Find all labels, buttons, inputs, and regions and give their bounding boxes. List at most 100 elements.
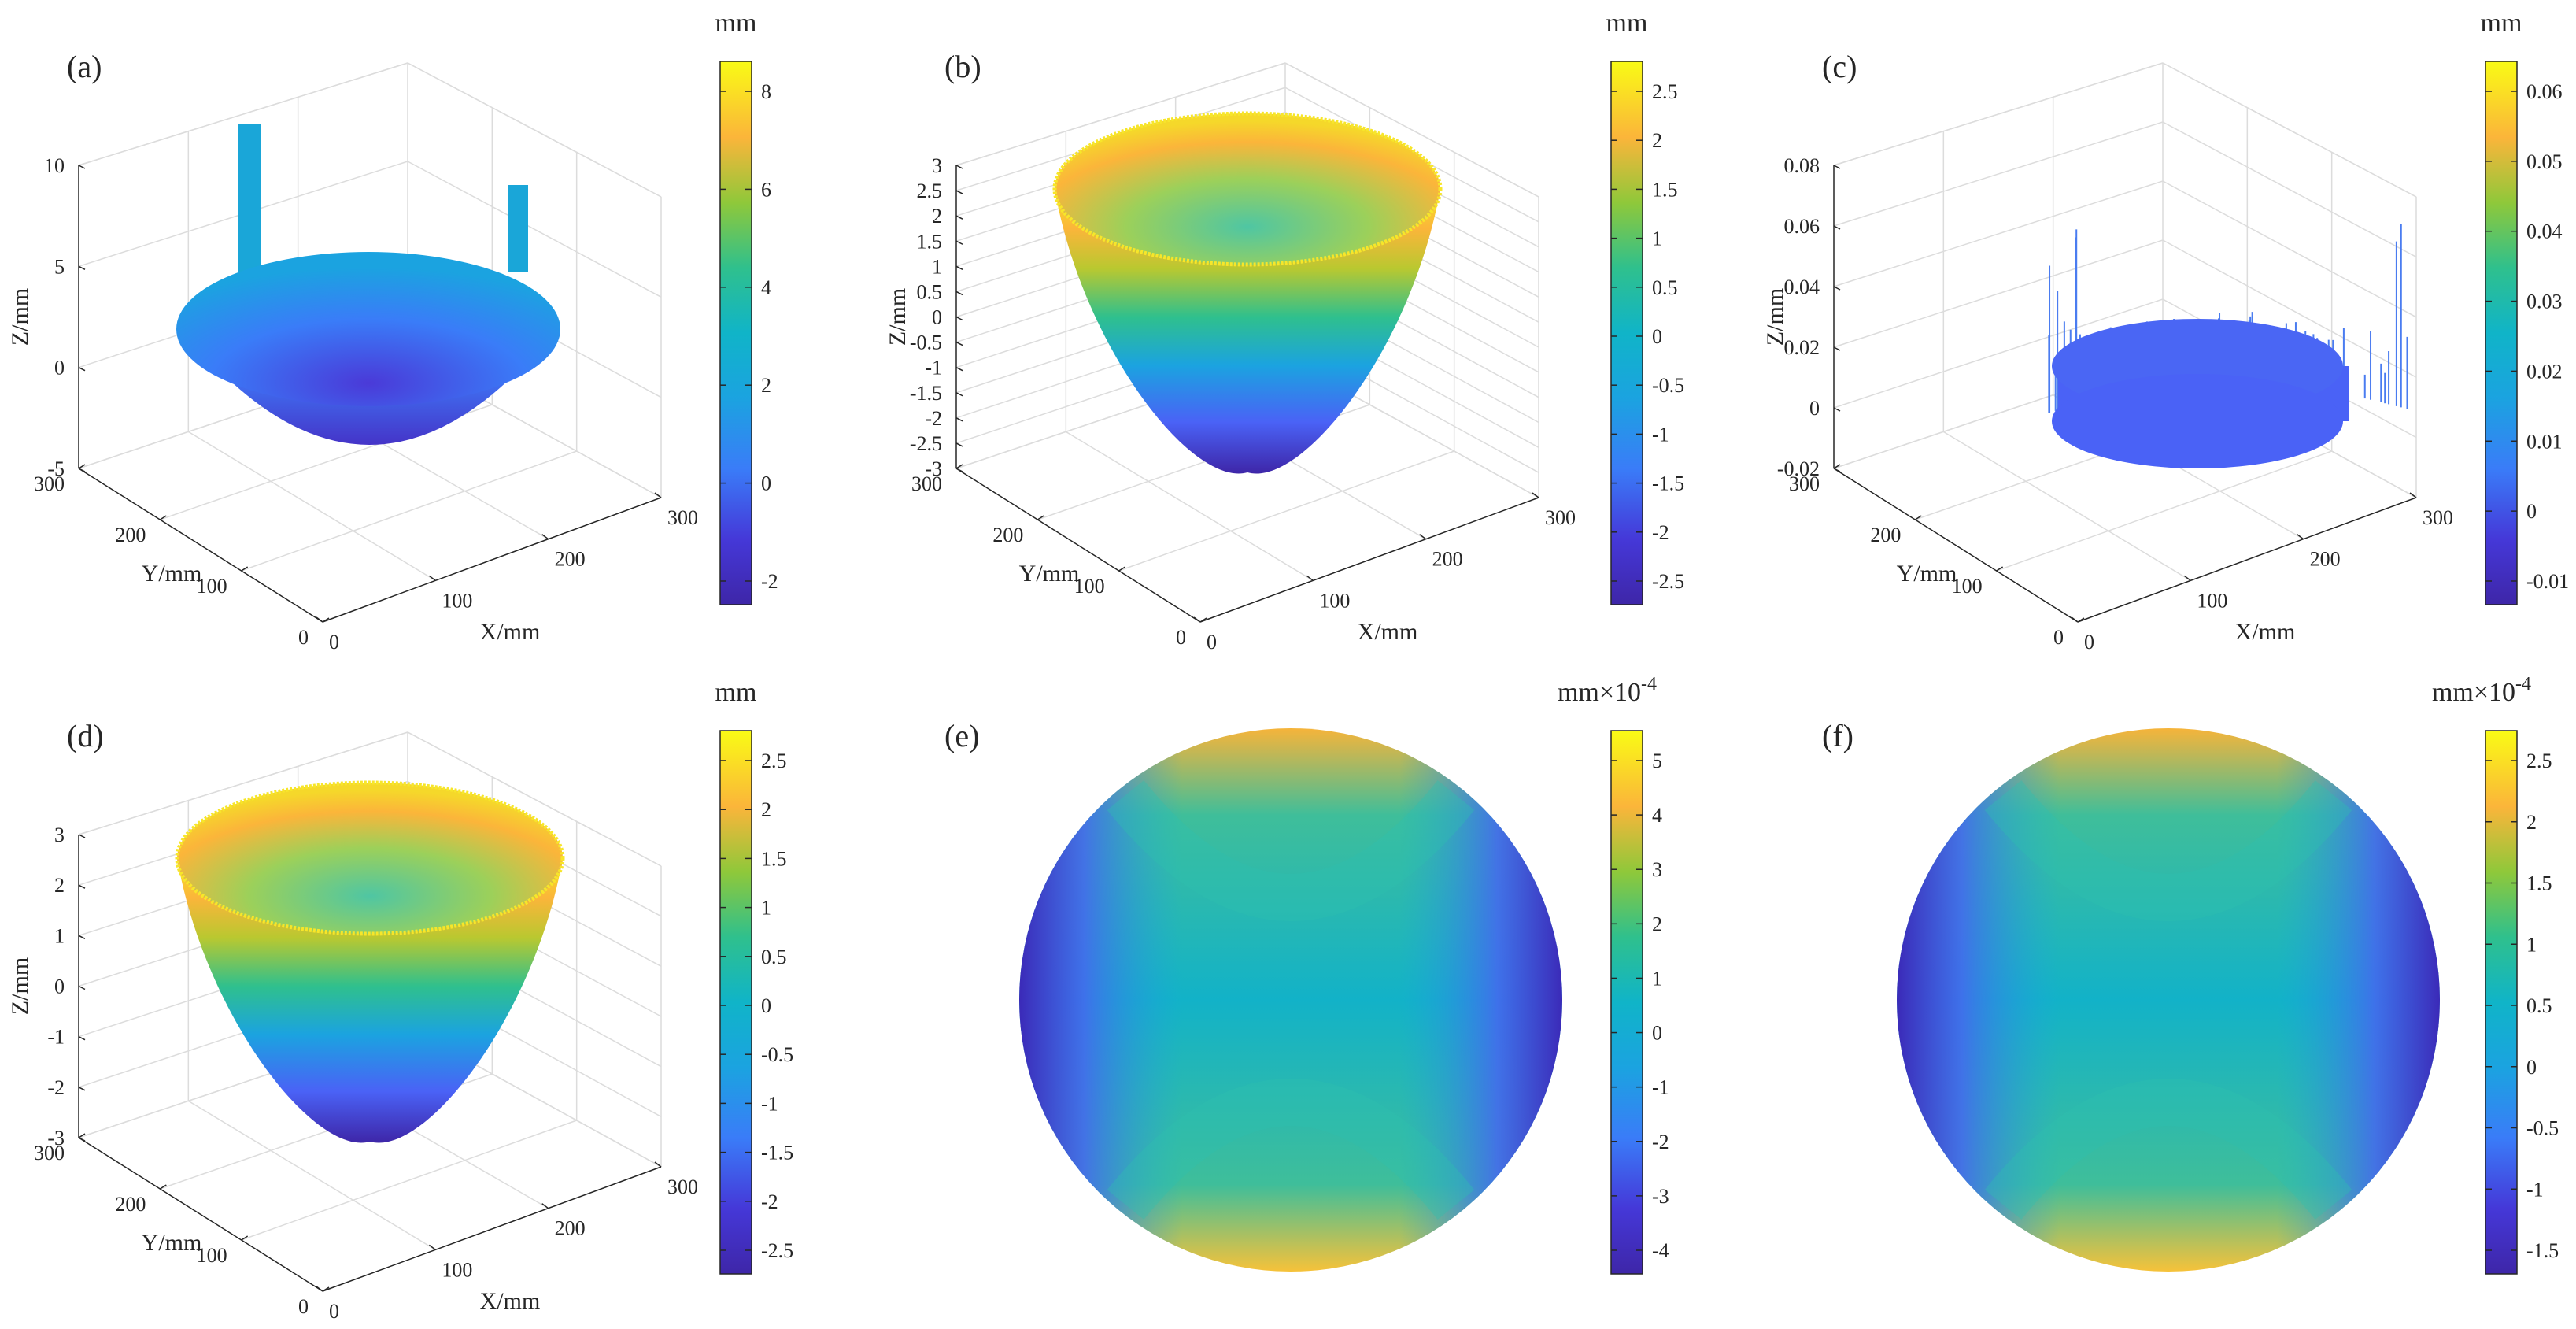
panel-label: (d): [67, 718, 104, 753]
colorbar-tick-label: 2: [1652, 913, 1662, 935]
heatmap-aperture-overlay: [1897, 728, 2440, 1272]
z-tick-label: -3: [925, 457, 942, 480]
x-tick: [428, 1244, 436, 1250]
x-tick-label: 300: [667, 1175, 698, 1198]
colorbar-tick-label: -0.5: [761, 1043, 793, 1066]
y-tick-label: 200: [1870, 524, 1901, 546]
z-tick: [78, 165, 86, 169]
colorbar-tick-label: 2.5: [761, 750, 787, 772]
z-tick-label: -0.5: [910, 331, 942, 354]
y-tick-label: 200: [115, 524, 146, 546]
colorbar-unit-base: mm: [715, 678, 757, 707]
colorbar-tick-label: -1.5: [761, 1142, 793, 1164]
colorbar-tick-label: -4: [1652, 1239, 1669, 1262]
z-tick: [1833, 225, 1841, 230]
x-tick-label: 300: [2423, 506, 2453, 529]
x-axis-label: X/mm: [480, 619, 541, 645]
z-tick-label: 0: [54, 357, 65, 379]
y-axis-label: Y/mm: [142, 561, 202, 587]
panel-label: (f): [1822, 718, 1853, 753]
colorbar-tick-label: 3: [1652, 858, 1662, 881]
z-tick-label: 0: [1809, 397, 1820, 420]
colorbar-tick-label: 1: [1652, 228, 1662, 250]
colorbar-tick-label: -1: [1652, 1076, 1669, 1099]
z-tick: [955, 291, 963, 296]
z-tick-label: -1: [925, 357, 942, 379]
colorbar-tick-label: -2.5: [1652, 570, 1684, 593]
z-tick-label: -3: [47, 1127, 65, 1149]
grid-wall: [407, 62, 662, 198]
bowl-outer-surface: [177, 858, 563, 1143]
x-tick-label: 200: [555, 548, 586, 571]
colorbar-tick-label: 0.01: [2526, 430, 2563, 453]
y-axis: [955, 468, 1201, 623]
z-tick: [78, 468, 86, 472]
x-axis-label: X/mm: [480, 1288, 541, 1314]
heatmap-aperture-overlay: [1019, 728, 1562, 1272]
colorbar-tick-label: -0.5: [1652, 374, 1684, 397]
y-tick-label: 0: [298, 626, 309, 649]
colorbar-tick-label: 0.06: [2526, 80, 2563, 103]
x-axis-label: X/mm: [2235, 619, 2296, 645]
y-axis: [1833, 468, 2079, 623]
z-tick-label: -1.5: [910, 382, 942, 405]
y-tick: [322, 617, 330, 623]
y-tick-label: 300: [34, 1142, 65, 1164]
z-tick-label: -0.02: [1777, 457, 1820, 480]
z-tick-label: 0.08: [1784, 154, 1820, 177]
z-tick-label: 0.04: [1784, 276, 1820, 298]
bowl-inner-surface: [1055, 113, 1440, 265]
z-tick: [955, 442, 963, 447]
z-tick-label: 0: [932, 306, 942, 329]
colorbar-tick-label: -2: [1652, 521, 1669, 544]
colorbar-unit-base: mm×10: [2432, 678, 2515, 707]
z-tick: [955, 240, 963, 245]
z-tick: [955, 392, 963, 397]
colorbar-tick-label: 0.04: [2526, 220, 2563, 243]
x-axis-label: X/mm: [1358, 619, 1418, 645]
panel-a: 8 6 4 2 0 -2 mm 10 5 0 -5 0 100 200 300 0 100 200 300 Z/mm Y…: [7, 9, 778, 653]
colorbar-tick-label: 0.5: [761, 946, 787, 968]
colorbar-tick-label: 1: [1652, 967, 1662, 990]
y-tick: [1118, 566, 1126, 572]
x-tick-label: 200: [2310, 548, 2341, 571]
colorbar-unit: mm×10-4: [2432, 674, 2531, 707]
y-tick-label: 0: [298, 1295, 309, 1318]
y-tick-label: 0: [2053, 626, 2064, 649]
colorbar-tick-label: -1.5: [2526, 1239, 2559, 1262]
y-tick: [159, 515, 167, 520]
colorbar-unit-base: mm: [2481, 9, 2522, 38]
y-tick: [1037, 515, 1044, 520]
colorbar-unit: mm: [1606, 9, 1648, 38]
panel-label: (e): [944, 718, 979, 753]
y-tick-label: 100: [1074, 575, 1105, 598]
colorbar-tick-label: 0.03: [2526, 291, 2563, 313]
z-tick: [78, 985, 86, 990]
grid-wall: [78, 731, 408, 835]
residual-surface-bottom: [2052, 374, 2343, 468]
y-tick-label: 0: [1176, 626, 1186, 649]
y-axis-label: Y/mm: [142, 1230, 202, 1256]
x-tick-label: 300: [1545, 506, 1576, 529]
grid-floor: [1065, 431, 1314, 581]
z-tick-label: 1: [54, 924, 65, 947]
y-tick: [322, 1286, 330, 1292]
y-tick-label: 100: [1952, 575, 1983, 598]
colorbar-tick-label: 5: [1652, 750, 1662, 772]
colorbar-tick-label: 0.5: [1652, 276, 1678, 299]
x-tick-label: 0: [2084, 631, 2094, 653]
grid-wall: [1833, 239, 2164, 348]
y-tick: [241, 1235, 249, 1241]
grid-wall: [955, 62, 1286, 166]
colorbar-tick-label: 2: [2526, 811, 2537, 834]
z-axis-label: Z/mm: [7, 288, 33, 346]
z-tick-label: -1: [47, 1026, 65, 1049]
colorbar-tick-label: -2.5: [761, 1239, 793, 1262]
z-tick: [78, 884, 86, 889]
colorbar-unit-base: mm: [715, 9, 757, 38]
y-tick: [2077, 617, 2085, 623]
grid-floor: [187, 1100, 436, 1250]
grid-floor: [241, 1120, 577, 1241]
bowl-rim: [1052, 111, 1443, 267]
z-tick: [1833, 165, 1841, 169]
